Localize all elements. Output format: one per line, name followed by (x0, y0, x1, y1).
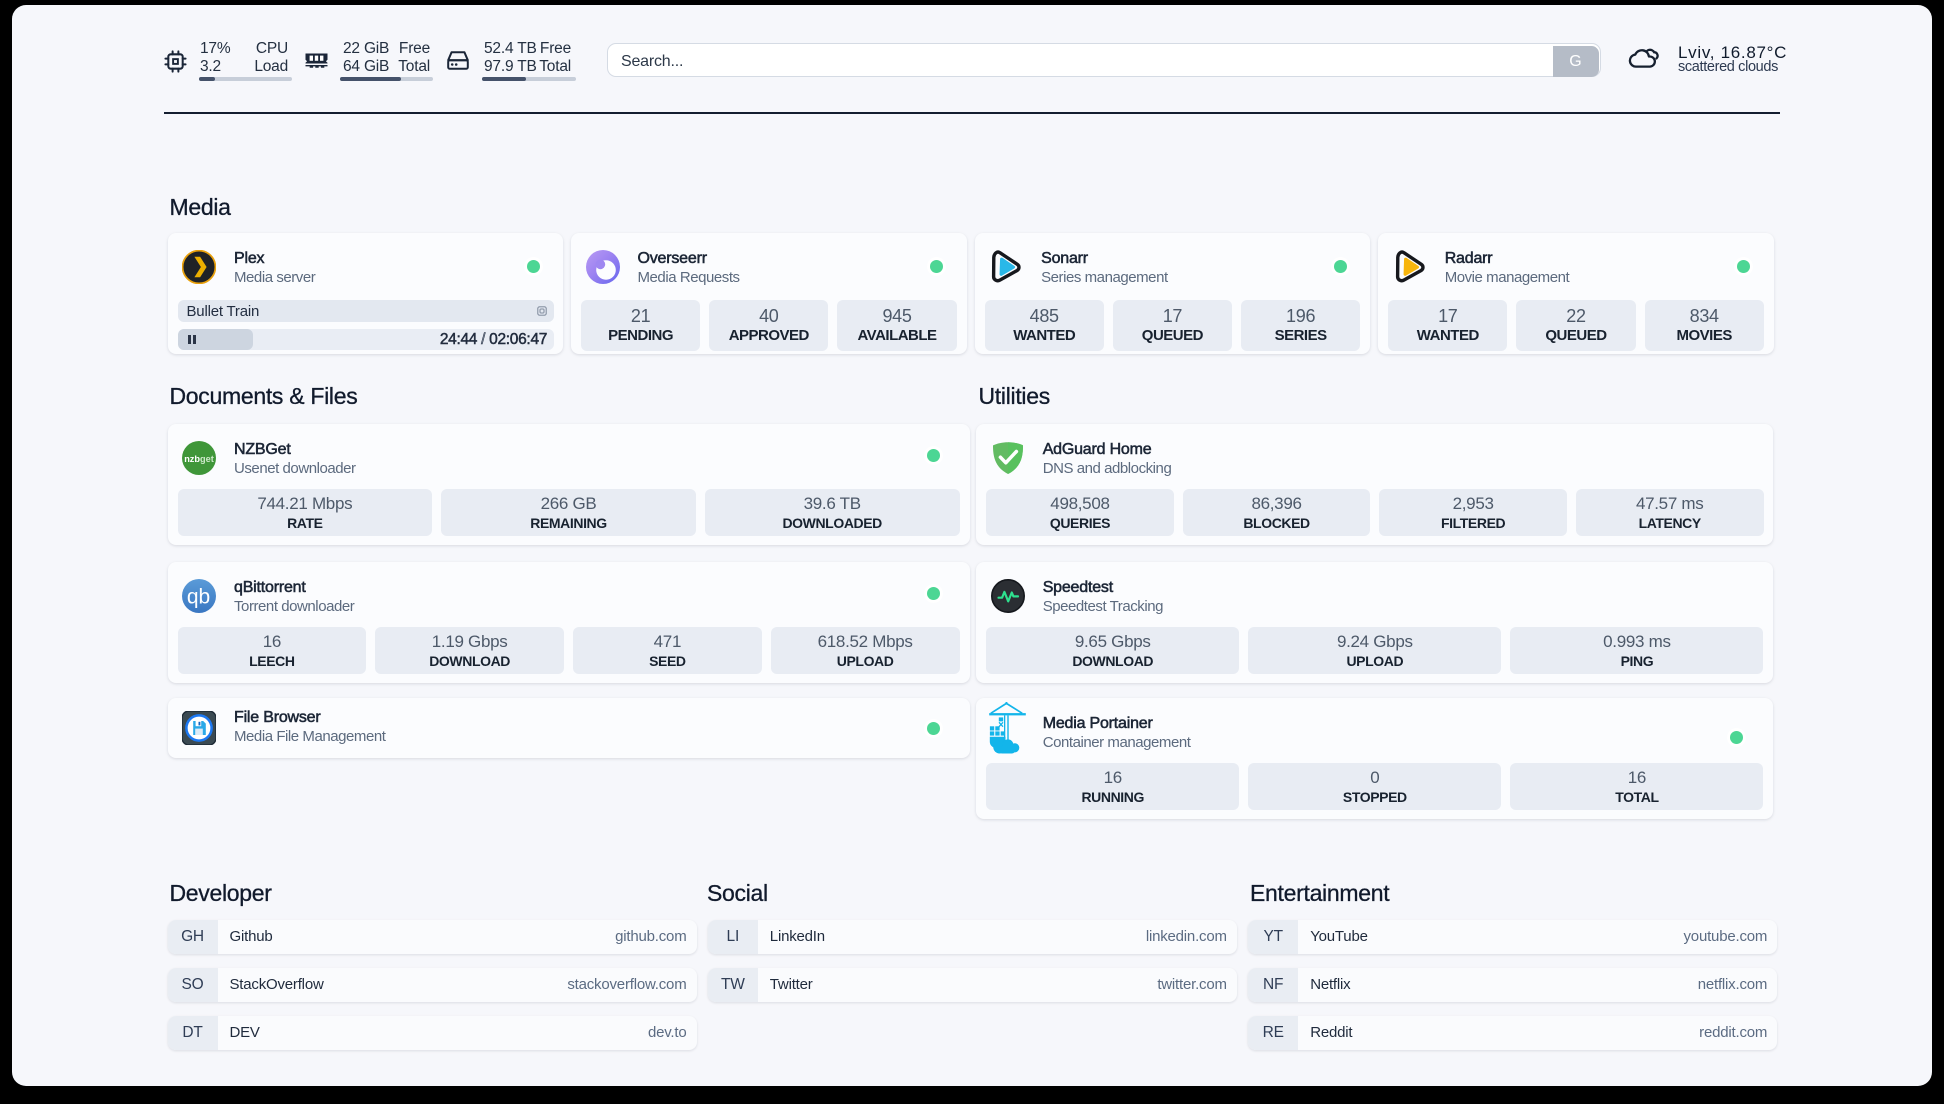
svg-text:nzbget: nzbget (184, 454, 214, 464)
svg-text:qb: qb (187, 586, 210, 609)
